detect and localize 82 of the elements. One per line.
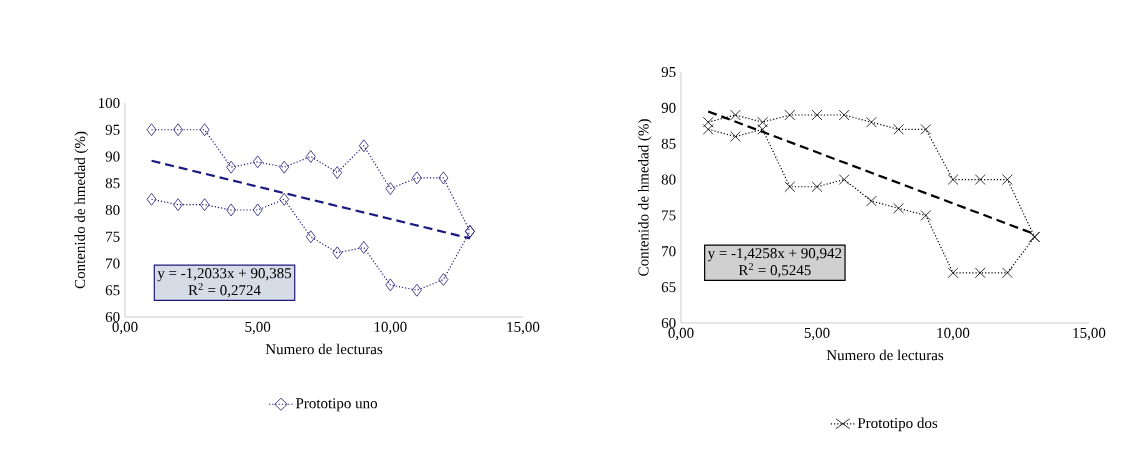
point [757,116,768,128]
y-tick-label: 80 [661,174,676,185]
x-tick-label: 10,00 [937,327,970,341]
point [920,210,932,221]
point [702,124,714,135]
annotation: R$^{2}$ = 0,2724 [188,282,261,298]
point [226,160,237,174]
point [199,198,210,212]
x-tick-label: 5,00 [804,327,830,341]
x-tick-label: 10,00 [374,321,407,335]
point [252,155,263,169]
point [279,192,290,206]
y-tick-label: 60 [661,317,676,329]
point [947,174,959,185]
y-axis-title: Contenido de hmedad (%) [638,119,652,276]
point [866,195,877,207]
y-axis-title: Contenido de hmedad (%) [74,131,89,289]
point [784,109,796,121]
point [305,230,316,244]
y-tick-label: 100 [98,97,120,109]
point [358,139,369,153]
point [173,198,183,212]
point [1002,174,1013,185]
point [730,131,741,142]
y-tick-label: 70 [106,258,120,269]
point [146,192,157,206]
x-tick-label: 15,00 [507,321,540,335]
point [784,181,796,193]
point [438,273,449,286]
point [730,109,741,121]
y-tick-label: 65 [105,285,120,296]
x-tick-label: 0,00 [668,327,694,341]
point [411,283,422,297]
point [173,123,183,137]
point [757,124,768,135]
y-tick-label: 90 [105,151,120,162]
point [838,174,850,185]
point [146,123,157,137]
point [226,203,237,217]
y-tick-label: 90 [661,102,676,113]
y-tick-label: 95 [105,124,120,135]
point [252,203,263,217]
point [893,124,904,135]
point [893,202,904,214]
annotation: y = -1,4258x + 90,942 [707,248,842,262]
y-tick-label: 80 [105,204,120,216]
point [920,124,932,135]
x-axis-title: Numero de lecturas [826,349,944,361]
point [358,241,369,254]
point [838,109,850,121]
point [974,174,986,185]
x-axis-title: Numero de lecturas [265,343,383,355]
x-tick-label: 5,00 [245,321,271,335]
point [1002,267,1013,279]
legend-label: Prototipo dos [857,417,938,432]
y-tick-label: 60 [105,311,120,323]
y-tick-label: 70 [662,246,676,257]
y-tick-label: 65 [661,282,676,293]
point [947,267,959,279]
point [811,181,823,193]
point [332,246,343,260]
annotation: R$^{2}$ = 0,5245 [738,262,811,278]
point [974,267,986,279]
point [866,116,877,128]
legend-label: Prototipo uno [295,398,378,412]
y-tick-label: 75 [106,231,120,242]
point [279,160,290,174]
point [438,171,449,185]
annotation: y = -1,2033x + 90,385 [157,268,292,282]
point [305,150,316,163]
y-tick-label: 75 [662,210,676,221]
y-tick-label: 95 [661,66,676,78]
point [411,171,422,185]
point [385,278,396,292]
x-tick-label: 0,00 [112,321,138,335]
point [332,166,343,179]
point [199,123,210,137]
x-tick-label: 15,00 [1073,327,1106,341]
y-tick-label: 85 [661,138,676,149]
point [385,182,396,195]
y-tick-label: 85 [105,178,120,189]
point [702,116,714,128]
